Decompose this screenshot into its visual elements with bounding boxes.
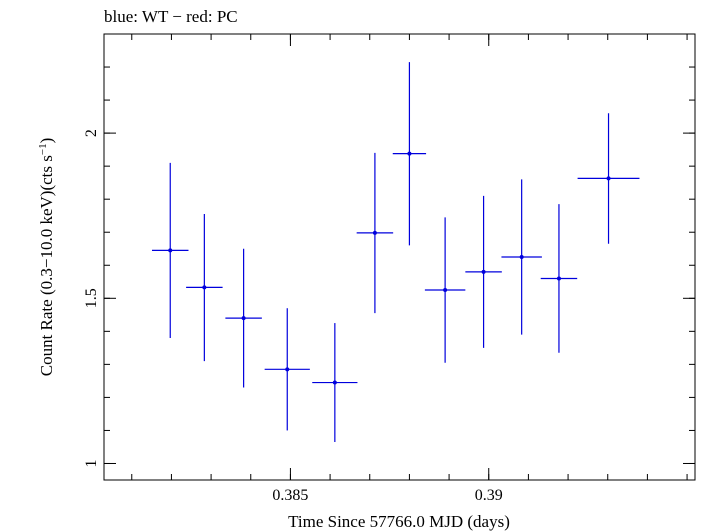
point-marker <box>202 285 207 290</box>
point-marker <box>481 269 486 274</box>
point-marker <box>519 255 524 259</box>
data-point <box>356 152 394 314</box>
x-tick-labels: 0.385 0.39 <box>272 487 502 504</box>
x-axis-label: Time Since 57766.0 MJD (days) <box>288 512 510 531</box>
data-point <box>577 113 640 244</box>
data-point <box>424 217 466 363</box>
point-marker <box>168 248 173 253</box>
y-tick-label: 1.5 <box>83 288 100 308</box>
data-point <box>151 162 189 338</box>
data-point <box>264 308 310 431</box>
x-tick-label: 0.39 <box>475 487 503 504</box>
point-marker <box>241 316 246 321</box>
plot-frame <box>103 33 696 481</box>
y-axis-label-sup: −1 <box>37 143 49 155</box>
point-marker <box>556 276 561 281</box>
data-point <box>465 195 502 348</box>
y-tick-label: 2 <box>83 129 100 137</box>
point-marker <box>285 367 290 372</box>
data-point <box>186 214 223 362</box>
data-point <box>312 323 358 443</box>
chart-title: blue: WT − red: PC <box>104 7 238 26</box>
axis-ticks <box>104 33 695 480</box>
point-marker <box>407 151 412 156</box>
y-axis-label-close: ) <box>37 138 56 144</box>
y-tick-labels: 11.52 <box>83 129 100 467</box>
point-marker <box>443 288 448 293</box>
point-marker <box>332 380 337 385</box>
y-tick-label: 1 <box>83 459 100 467</box>
y-axis-label: Count Rate (0.3−10.0 keV)(cts s−1) <box>37 138 56 377</box>
data-point <box>392 62 427 246</box>
point-marker <box>372 230 377 235</box>
x-tick-label: 0.385 <box>272 487 308 504</box>
data-point <box>501 179 542 335</box>
point-marker <box>606 176 611 181</box>
data-series <box>151 62 640 443</box>
data-point <box>225 248 262 388</box>
data-point <box>540 204 578 353</box>
y-axis-label-main: Count Rate (0.3−10.0 keV)(cts s <box>37 155 56 376</box>
